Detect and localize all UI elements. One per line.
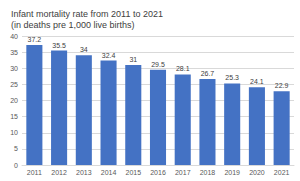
svg-text:2012: 2012 (51, 169, 67, 176)
svg-text:2021: 2021 (274, 169, 290, 176)
svg-text:Infant mortality rate from 201: Infant mortality rate from 2011 to 2021 (11, 9, 165, 19)
svg-text:37.2: 37.2 (28, 36, 42, 43)
svg-text:35: 35 (10, 49, 18, 56)
svg-text:2015: 2015 (125, 169, 141, 176)
svg-text:25: 25 (10, 81, 18, 88)
svg-text:25.3: 25.3 (225, 74, 239, 81)
svg-text:5: 5 (14, 145, 18, 152)
svg-text:30: 30 (10, 65, 18, 72)
svg-text:20: 20 (10, 97, 18, 104)
svg-text:10: 10 (10, 129, 18, 136)
svg-text:2019: 2019 (224, 169, 240, 176)
svg-text:31: 31 (129, 56, 137, 63)
svg-text:2020: 2020 (249, 169, 265, 176)
svg-text:(in deaths pre 1,000 live birt: (in deaths pre 1,000 live births) (11, 20, 135, 30)
svg-text:40: 40 (10, 33, 18, 40)
svg-text:34: 34 (80, 46, 88, 53)
svg-text:32.4: 32.4 (102, 52, 116, 59)
svg-text:2017: 2017 (175, 169, 191, 176)
svg-text:2016: 2016 (150, 169, 166, 176)
svg-text:29.5: 29.5 (151, 61, 165, 68)
svg-text:2013: 2013 (76, 169, 92, 176)
svg-text:2011: 2011 (27, 169, 42, 176)
svg-text:26.7: 26.7 (201, 70, 215, 77)
svg-text:15: 15 (10, 113, 18, 120)
svg-text:22.9: 22.9 (275, 82, 289, 89)
svg-text:35.5: 35.5 (52, 42, 66, 49)
svg-text:24.1: 24.1 (250, 78, 264, 85)
svg-text:2014: 2014 (101, 169, 117, 176)
svg-text:0: 0 (14, 162, 18, 169)
svg-text:2018: 2018 (200, 169, 216, 176)
svg-text:28.1: 28.1 (176, 65, 190, 72)
